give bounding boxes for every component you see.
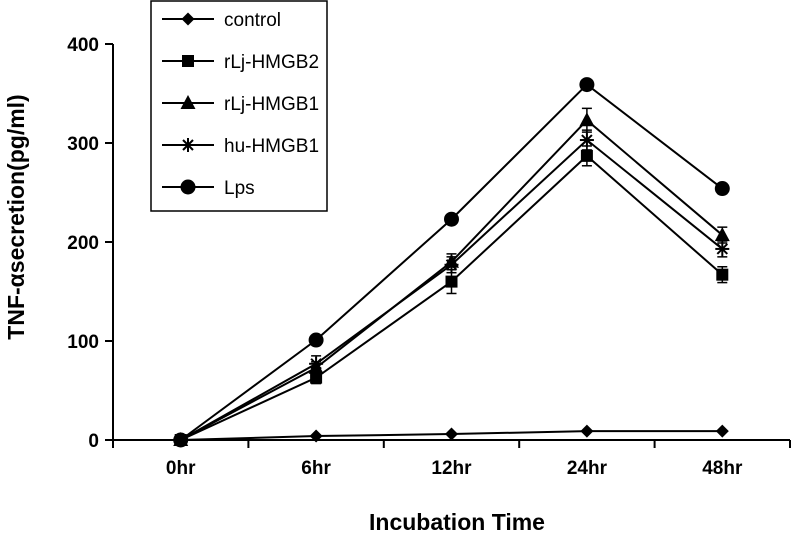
legend: control rLj-HMGB2 rLj-HMGB1 hu-HMGB1 Lps [150, 0, 328, 212]
data-point [580, 149, 593, 162]
legend-item: rLj-HMGB2 [162, 52, 319, 73]
y-tick-label: 200 [67, 233, 99, 254]
data-point [579, 112, 595, 127]
data-point [445, 275, 458, 288]
legend-label: rLj-HMGB1 [224, 94, 319, 115]
x-tick-label: 6hr [301, 458, 331, 479]
x-axis-ticks: 0hr 6hr 12hr 24hr 48hr [112, 440, 791, 479]
legend-label: control [224, 10, 281, 31]
data-point [310, 371, 323, 384]
y-axis-title: TNF-αsecretion(pg/ml) [3, 94, 29, 339]
legend-box [150, 0, 328, 212]
data-point [444, 211, 459, 227]
legend-marker [182, 55, 194, 67]
x-axis-title: Incubation Time [369, 509, 545, 535]
data-point [715, 241, 730, 256]
series-lps [173, 77, 730, 448]
y-axis-ticks: 0 100 200 300 400 [67, 35, 113, 452]
data-point [309, 356, 324, 371]
legend-marker [180, 179, 196, 195]
x-tick-label: 0hr [166, 458, 196, 479]
series-layer [173, 77, 730, 448]
y-tick-label: 0 [88, 431, 99, 452]
y-tick-label: 400 [67, 35, 99, 56]
data-point [579, 133, 594, 148]
legend-label: Lps [224, 178, 255, 199]
y-tick-label: 300 [67, 134, 99, 155]
data-point [714, 181, 730, 197]
legend-item: Lps [162, 178, 255, 199]
legend-label: hu-HMGB1 [224, 136, 319, 157]
data-point [173, 432, 189, 448]
data-point [714, 227, 730, 242]
legend-label: rLj-HMGB2 [224, 52, 319, 73]
data-point [309, 429, 323, 443]
legend-item: hu-HMGB1 [162, 136, 319, 157]
data-point [444, 257, 459, 272]
x-tick-label: 24hr [567, 458, 608, 479]
y-tick-label: 100 [67, 332, 99, 353]
data-point [715, 424, 729, 438]
data-point [445, 427, 458, 441]
legend-marker [181, 12, 195, 26]
legend-marker [180, 95, 196, 109]
data-point [716, 268, 729, 281]
legend-item: rLj-HMGB1 [162, 94, 319, 115]
x-tick-label: 12hr [431, 458, 472, 479]
legend-item: control [162, 10, 281, 31]
data-point [579, 77, 595, 93]
data-point [308, 332, 324, 348]
series-control [174, 424, 729, 447]
x-tick-label: 48hr [702, 458, 743, 479]
legend-marker [181, 138, 195, 152]
data-point [580, 424, 594, 438]
